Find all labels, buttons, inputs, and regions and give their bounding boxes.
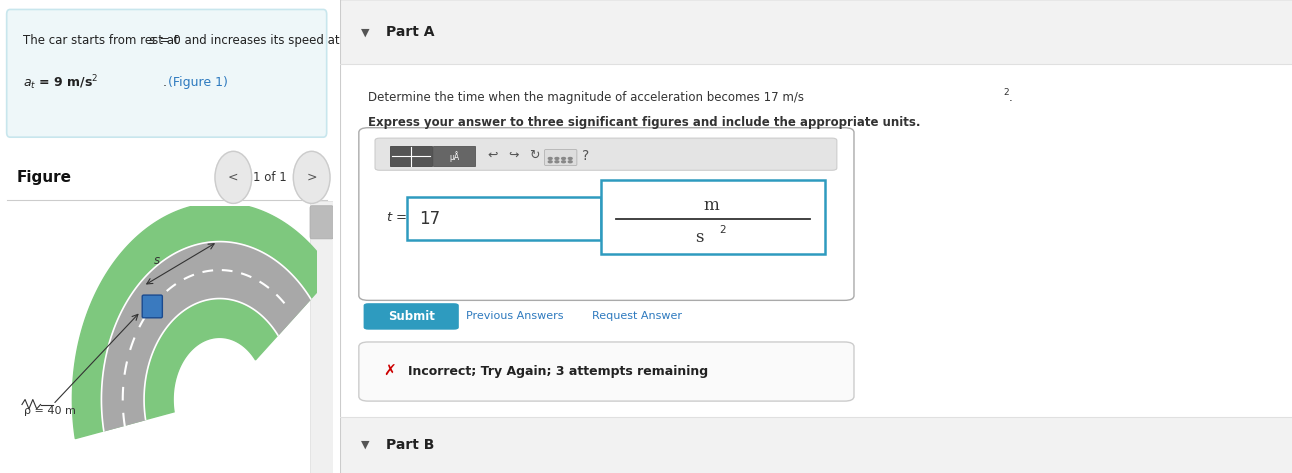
Text: ✗: ✗: [382, 364, 395, 379]
Text: .: .: [1009, 91, 1013, 105]
Text: = 0 and increases its speed at: = 0 and increases its speed at: [155, 34, 340, 47]
Circle shape: [556, 158, 559, 159]
Text: 1 of 1: 1 of 1: [253, 171, 287, 184]
Circle shape: [548, 158, 552, 159]
Text: 2: 2: [1004, 88, 1009, 97]
FancyBboxPatch shape: [310, 206, 333, 239]
Text: <: <: [229, 171, 239, 184]
Text: Incorrect; Try Again; 3 attempts remaining: Incorrect; Try Again; 3 attempts remaini…: [408, 365, 708, 378]
FancyBboxPatch shape: [359, 342, 854, 401]
Text: Request Answer: Request Answer: [592, 311, 682, 322]
Polygon shape: [102, 242, 311, 431]
Text: ▼: ▼: [360, 27, 370, 37]
Polygon shape: [72, 203, 333, 438]
Text: Determine the time when the magnitude of acceleration becomes 17 m/s: Determine the time when the magnitude of…: [368, 91, 805, 105]
Text: $t$ =: $t$ =: [385, 211, 407, 224]
FancyBboxPatch shape: [601, 180, 826, 254]
Text: ↪: ↪: [508, 149, 518, 162]
Text: s: s: [150, 34, 155, 47]
Circle shape: [214, 151, 252, 203]
FancyBboxPatch shape: [340, 0, 1292, 64]
Circle shape: [293, 151, 329, 203]
FancyBboxPatch shape: [310, 201, 333, 473]
FancyBboxPatch shape: [375, 138, 837, 170]
Text: 2: 2: [720, 225, 726, 235]
Text: 17: 17: [419, 210, 441, 228]
Text: Figure: Figure: [17, 170, 71, 185]
FancyBboxPatch shape: [142, 295, 163, 318]
FancyBboxPatch shape: [6, 9, 327, 137]
FancyBboxPatch shape: [363, 303, 459, 330]
Text: (Figure 1): (Figure 1): [168, 76, 229, 89]
Circle shape: [562, 161, 566, 163]
FancyBboxPatch shape: [433, 146, 475, 166]
Text: ↩: ↩: [487, 149, 497, 162]
Text: >: >: [306, 171, 317, 184]
Text: ρ = 40 m: ρ = 40 m: [23, 406, 76, 416]
Text: .: .: [163, 76, 172, 89]
FancyBboxPatch shape: [407, 197, 601, 240]
Text: Part B: Part B: [385, 438, 434, 452]
Text: The car starts from rest at: The car starts from rest at: [23, 34, 183, 47]
Text: s: s: [695, 229, 704, 246]
Text: s: s: [154, 254, 160, 267]
FancyBboxPatch shape: [544, 149, 578, 166]
Text: m: m: [703, 197, 720, 214]
FancyBboxPatch shape: [359, 128, 854, 300]
Text: ▼: ▼: [360, 439, 370, 450]
Text: Part A: Part A: [385, 25, 434, 39]
Circle shape: [556, 161, 559, 163]
Text: $\boldsymbol{a_t}$ = 9 m/s$^2$: $\boldsymbol{a_t}$ = 9 m/s$^2$: [23, 73, 98, 92]
FancyBboxPatch shape: [390, 146, 432, 166]
Text: μÅ: μÅ: [450, 151, 459, 161]
Text: Previous Answers: Previous Answers: [466, 311, 563, 322]
Text: Express your answer to three significant figures and include the appropriate uni: Express your answer to three significant…: [368, 116, 921, 130]
Text: Submit: Submit: [388, 310, 434, 323]
Circle shape: [562, 158, 566, 159]
FancyBboxPatch shape: [340, 417, 1292, 473]
Text: ↻: ↻: [528, 149, 539, 162]
Text: ?: ?: [581, 149, 589, 163]
Circle shape: [568, 161, 572, 163]
Circle shape: [548, 161, 552, 163]
Circle shape: [568, 158, 572, 159]
